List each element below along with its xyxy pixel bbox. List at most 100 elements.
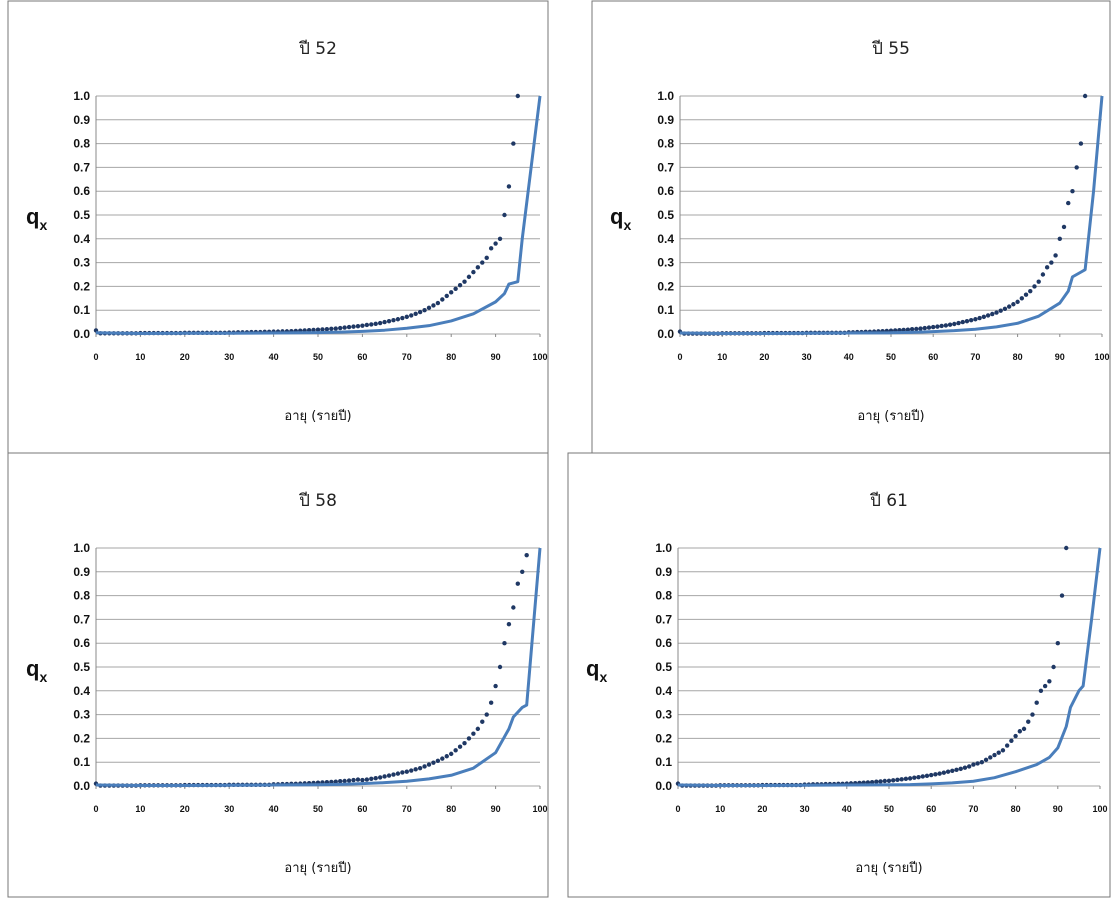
y-axis-label-main: q <box>586 656 599 681</box>
y-tick-label: 0.0 <box>655 779 672 793</box>
data-point <box>440 297 445 302</box>
data-point <box>320 327 325 332</box>
data-point <box>958 766 963 772</box>
y-axis-label-main: q <box>26 204 39 229</box>
x-tick-label: 40 <box>269 352 279 362</box>
data-point <box>983 757 989 763</box>
data-point <box>449 751 454 757</box>
y-tick-label: 0.8 <box>657 137 674 151</box>
x-tick-label: 90 <box>491 352 501 362</box>
x-tick-label: 40 <box>842 804 852 814</box>
y-tick-label: 0.3 <box>657 256 674 270</box>
data-point <box>457 744 463 749</box>
data-point <box>1034 700 1039 705</box>
data-point <box>493 241 498 246</box>
data-point <box>933 772 938 777</box>
data-point <box>903 776 909 782</box>
data-point <box>878 779 883 784</box>
data-point <box>364 322 370 328</box>
y-axis-label-main: q <box>26 656 39 681</box>
data-point <box>1038 688 1044 693</box>
data-point <box>435 758 441 763</box>
data-point <box>973 317 978 322</box>
x-tick-label: 30 <box>802 352 812 362</box>
data-point <box>342 325 347 330</box>
data-point <box>882 778 887 784</box>
y-axis-label-sub: x <box>599 669 607 685</box>
data-point <box>937 771 942 776</box>
data-point <box>346 778 352 783</box>
y-tick-label: 0.9 <box>73 565 90 579</box>
x-tick-label: 0 <box>677 352 682 362</box>
data-point <box>497 664 503 670</box>
y-tick-label: 0.0 <box>73 779 90 793</box>
y-tick-label: 0.9 <box>73 113 90 127</box>
y-tick-label: 0.0 <box>657 327 674 341</box>
data-point <box>975 761 980 766</box>
data-point <box>956 320 961 326</box>
data-point <box>886 778 892 783</box>
data-point <box>1009 738 1014 743</box>
data-point <box>994 310 999 315</box>
x-tick-label: 100 <box>1092 804 1107 814</box>
x-tick-label: 80 <box>1011 804 1021 814</box>
x-tick-label: 10 <box>715 804 725 814</box>
data-point <box>962 765 968 770</box>
x-tick-label: 30 <box>224 352 234 362</box>
data-point <box>400 315 405 321</box>
x-tick-label: 70 <box>970 352 980 362</box>
data-point <box>939 323 944 329</box>
data-point <box>426 305 432 311</box>
x-tick-label: 80 <box>446 804 456 814</box>
x-tick-label: 30 <box>800 804 810 814</box>
data-point <box>1051 664 1056 670</box>
data-point <box>981 314 987 320</box>
y-tick-label: 0.2 <box>73 731 90 745</box>
data-point <box>954 767 959 773</box>
y-tick-label: 1.0 <box>657 89 674 103</box>
data-point <box>435 300 441 306</box>
data-point <box>1000 748 1006 753</box>
y-tick-label: 1.0 <box>73 541 90 555</box>
data-point <box>1053 253 1058 258</box>
data-point <box>377 775 383 780</box>
data-point <box>369 322 374 327</box>
data-point <box>1032 284 1037 289</box>
x-tick-label: 100 <box>532 352 547 362</box>
data-point <box>493 683 498 689</box>
y-axis-label-sub: x <box>39 217 47 233</box>
data-point <box>346 324 352 330</box>
data-point <box>333 779 338 784</box>
line-series <box>95 95 542 336</box>
x-tick-label: 20 <box>180 804 190 814</box>
data-point <box>502 212 507 218</box>
y-tick-label: 0.6 <box>657 184 674 198</box>
data-point <box>377 320 383 326</box>
data-point <box>918 326 923 331</box>
x-tick-label: 100 <box>532 804 547 814</box>
data-point <box>1026 719 1031 724</box>
data-point <box>1019 296 1025 301</box>
chart-title: ปี 58 <box>298 491 337 511</box>
data-point <box>391 317 396 323</box>
data-point <box>431 303 436 308</box>
data-point <box>426 762 432 767</box>
chart-title: ปี 55 <box>871 39 910 59</box>
x-tick-label: 20 <box>759 352 769 362</box>
data-point <box>475 265 481 270</box>
y-tick-label: 0.7 <box>657 160 674 174</box>
data-point <box>364 777 370 782</box>
x-tick-label: 10 <box>717 352 727 362</box>
chart-title: ปี 52 <box>298 39 337 59</box>
data-point <box>952 321 957 327</box>
x-tick-label: 50 <box>313 352 323 362</box>
data-point <box>480 719 485 724</box>
data-point <box>929 772 934 778</box>
data-point <box>342 778 347 784</box>
data-point <box>1059 593 1065 598</box>
data-point <box>511 605 516 610</box>
data-point <box>395 317 401 322</box>
x-tick-label: 50 <box>884 804 894 814</box>
y-tick-label: 0.8 <box>655 589 672 603</box>
y-tick-label: 0.6 <box>73 636 90 650</box>
